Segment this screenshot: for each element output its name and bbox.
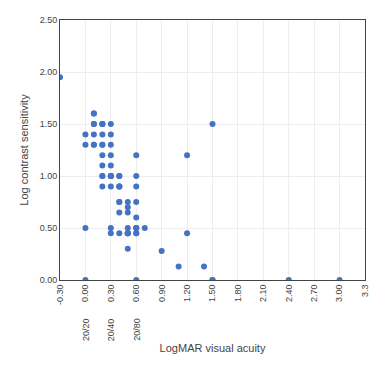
svg-text:0.00: 0.00: [80, 285, 90, 303]
svg-text:0.30: 0.30: [106, 285, 116, 303]
svg-text:2.00: 2.00: [40, 67, 58, 77]
svg-text:0.60: 0.60: [131, 285, 141, 303]
svg-text:1.50: 1.50: [40, 119, 58, 129]
svg-text:0.50: 0.50: [40, 223, 58, 233]
svg-text:0.00: 0.00: [40, 275, 58, 285]
svg-text:2.50: 2.50: [40, 15, 58, 25]
svg-text:Log contrast sensitivity: Log contrast sensitivity: [18, 94, 30, 206]
svg-text:1.80: 1.80: [233, 285, 243, 303]
svg-text:20/20: 20/20: [81, 318, 91, 341]
svg-text:3.3: 3.3: [360, 285, 370, 298]
svg-text:20/80: 20/80: [132, 318, 142, 341]
svg-text:0.90: 0.90: [157, 285, 167, 303]
svg-text:1.00: 1.00: [40, 171, 58, 181]
svg-text:2.40: 2.40: [284, 285, 294, 303]
svg-text:1.50: 1.50: [207, 285, 217, 303]
svg-text:2.10: 2.10: [258, 285, 268, 303]
svg-text:LogMAR visual acuity: LogMAR visual acuity: [160, 342, 266, 354]
svg-text:2.70: 2.70: [309, 285, 319, 303]
svg-text:20/40: 20/40: [106, 319, 116, 342]
svg-text:1.20: 1.20: [182, 285, 192, 303]
svg-text:-0.30: -0.30: [55, 285, 65, 306]
svg-text:3.00: 3.00: [335, 285, 345, 303]
